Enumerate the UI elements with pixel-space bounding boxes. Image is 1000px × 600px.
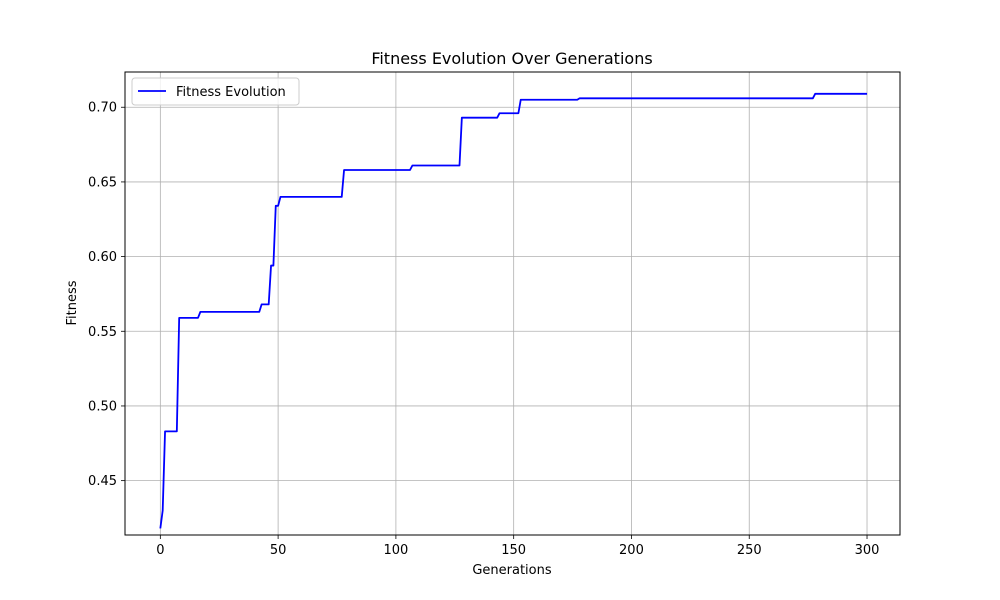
series-line-fitness-evolution <box>159 92 868 529</box>
x-tick-label-100: 100 <box>383 543 408 558</box>
legend-label-fitness-evolution: Fitness Evolution <box>176 85 286 100</box>
y-tick-label-3: 0.60 <box>88 250 117 265</box>
legend: Fitness Evolution <box>131 77 300 106</box>
x-tick-label-0: 0 <box>156 543 164 558</box>
x-axis-ticks: 0 50 100 150 200 250 300 <box>156 535 879 558</box>
y-axis-label: Fitness <box>65 280 80 325</box>
x-tick-label-300: 300 <box>855 543 880 558</box>
y-axis-ticks: 0.45 0.50 0.55 0.60 0.65 0.70 <box>88 101 125 489</box>
y-tick-label-0: 0.45 <box>88 474 117 489</box>
legend-box <box>131 77 300 106</box>
grid-lines <box>125 72 900 535</box>
plot-frame <box>124 71 901 536</box>
x-tick-label-250: 250 <box>737 543 762 558</box>
x-tick-label-150: 150 <box>501 543 526 558</box>
y-tick-label-2: 0.55 <box>88 325 117 340</box>
y-tick-label-5: 0.70 <box>88 101 117 116</box>
x-tick-label-50: 50 <box>270 543 287 558</box>
series-layer <box>159 92 868 529</box>
chart-title: Fitness Evolution Over Generations <box>371 49 652 68</box>
y-tick-label-4: 0.65 <box>88 175 117 190</box>
y-tick-label-1: 0.50 <box>88 399 117 414</box>
x-tick-label-200: 200 <box>619 543 644 558</box>
x-axis-label: Generations <box>472 563 552 578</box>
